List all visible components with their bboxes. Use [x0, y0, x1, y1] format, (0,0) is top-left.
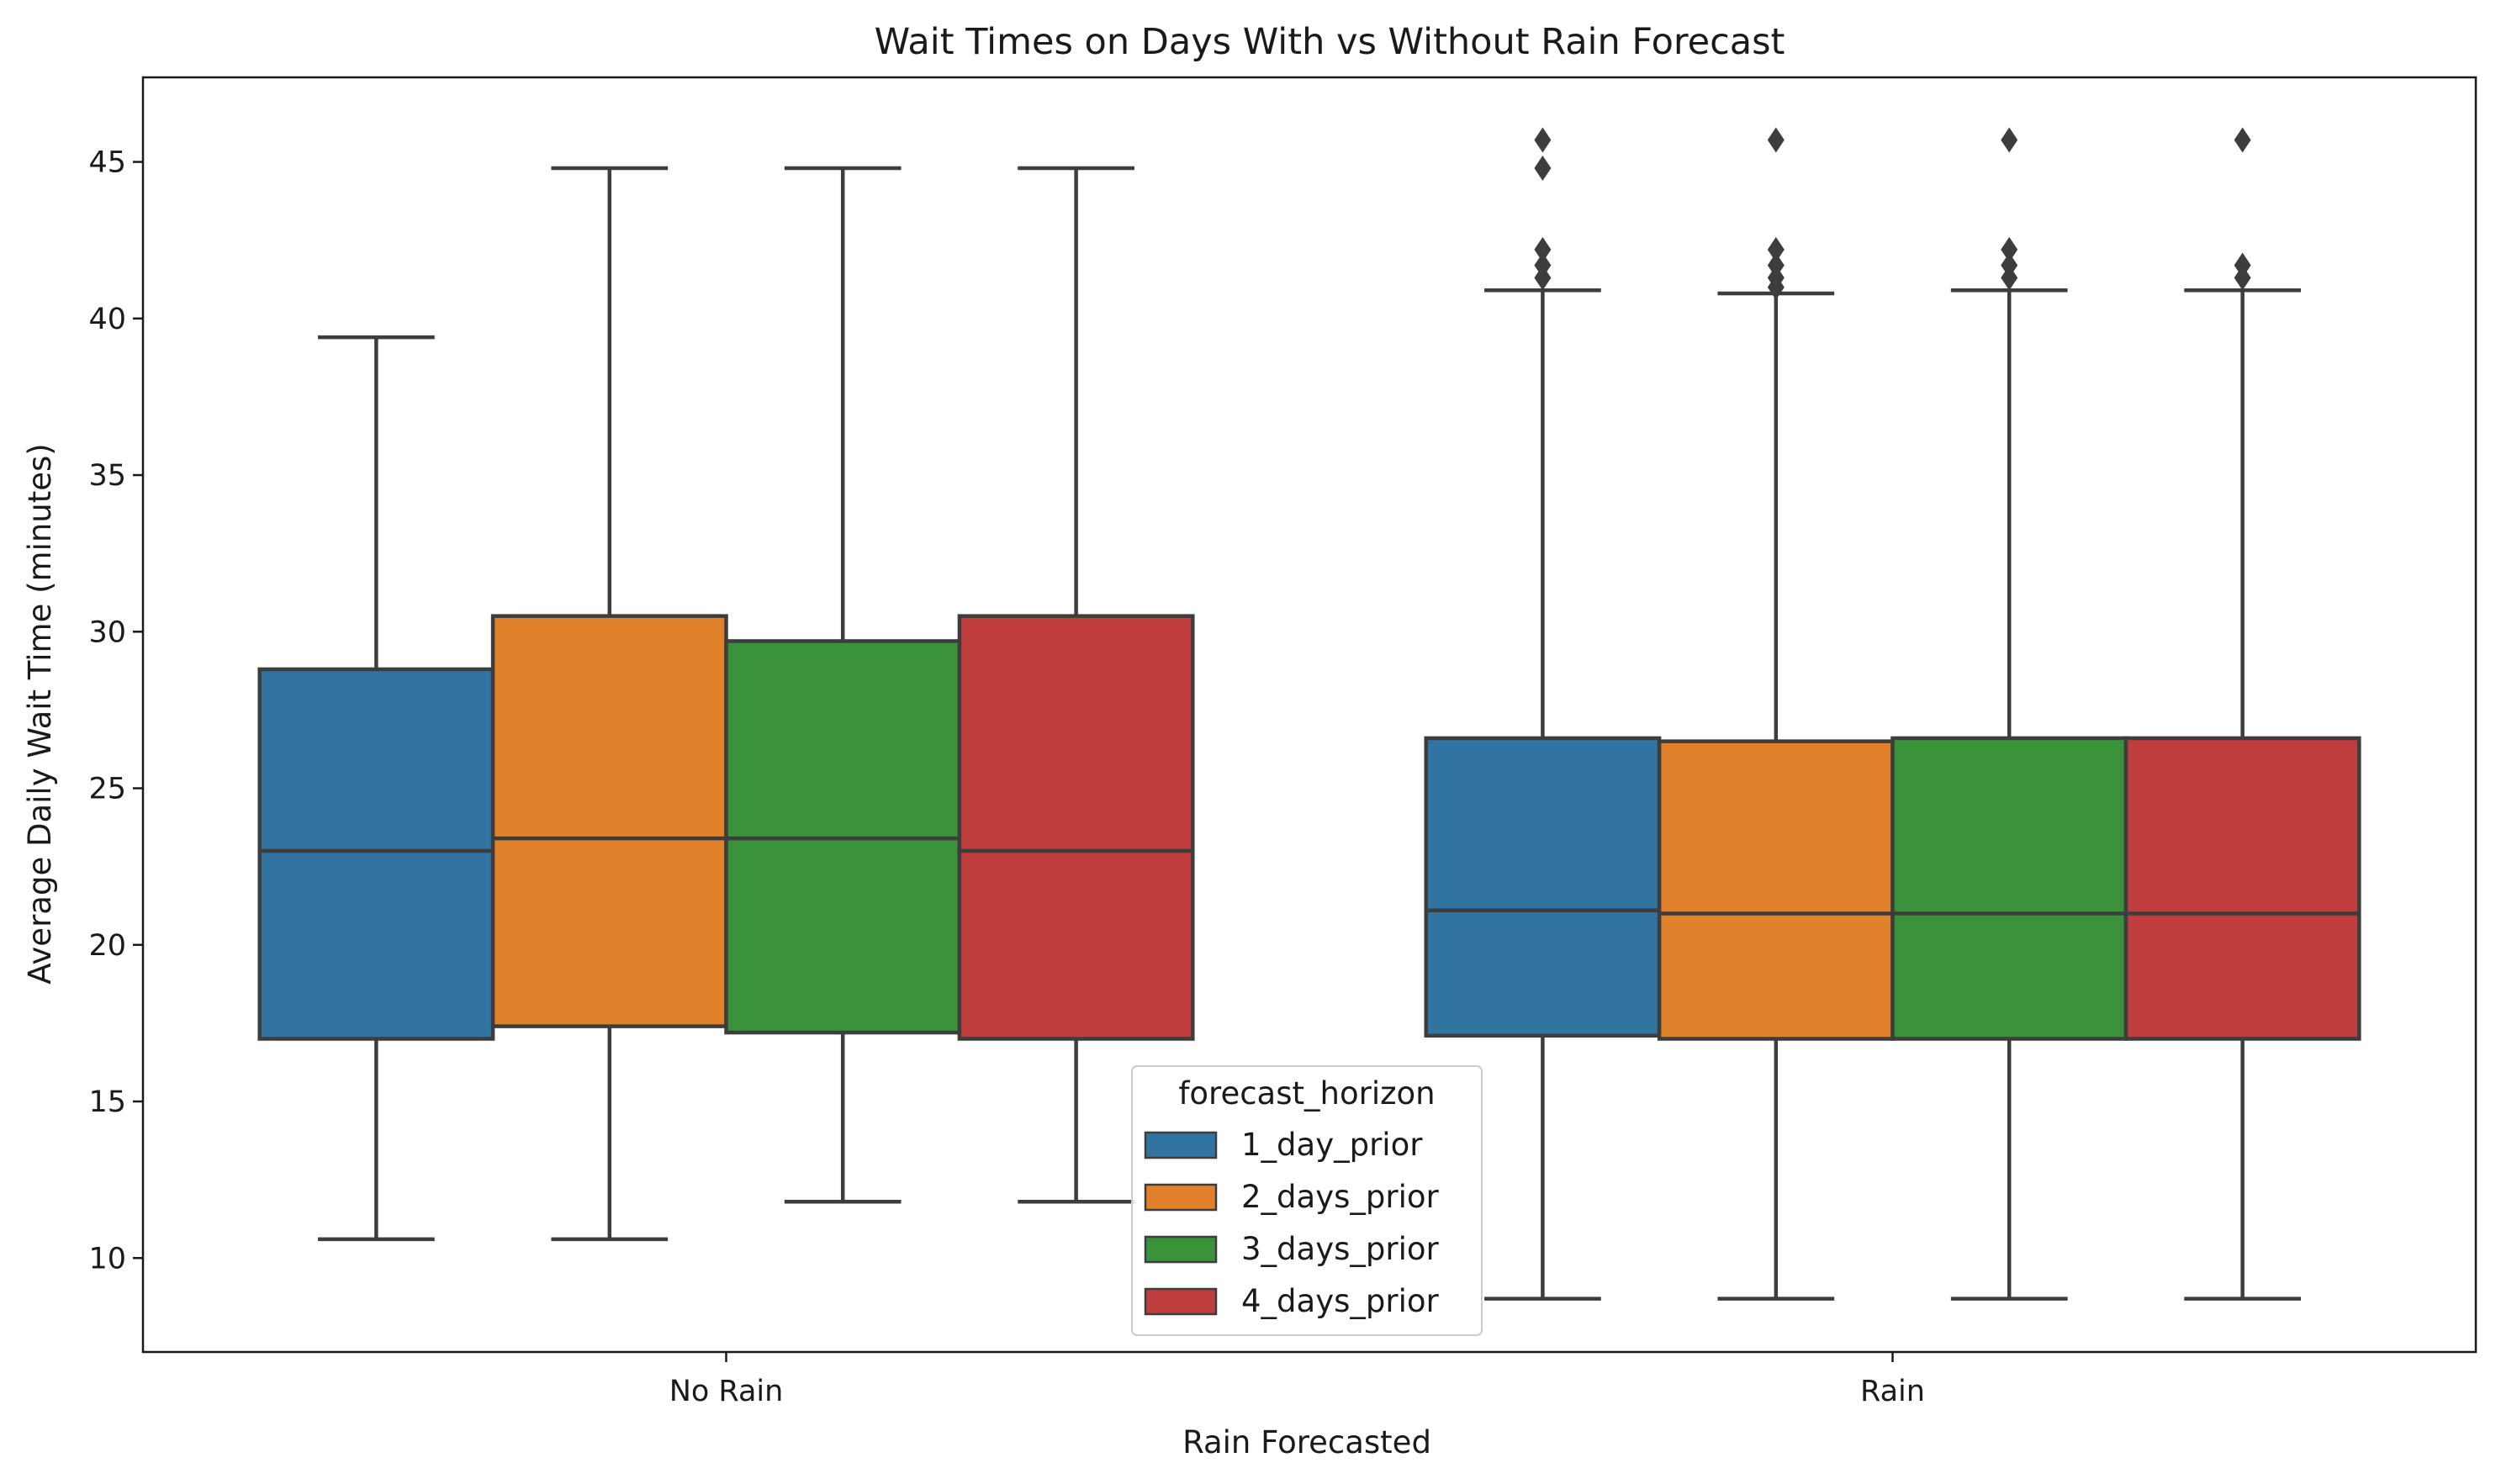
legend-items: 1_day_prior 2_days_prior 3_days_prior 4_day… [1144, 1127, 1439, 1319]
y-axis-label: Average Daily Wait Time (minutes) [22, 443, 58, 984]
y-tick-label: 35 [88, 459, 126, 493]
legend-swatch [1144, 1183, 1218, 1212]
y-axis-ticks: 10 15 20 25 30 35 40 45 [88, 146, 143, 1275]
x-axis-label: Rain Forecasted [1182, 1424, 1431, 1460]
y-tick-label: 30 [88, 615, 126, 649]
y-tick-label: 25 [88, 773, 126, 806]
legend-swatch [1144, 1287, 1218, 1316]
chart-title: Wait Times on Days With vs Without Rain … [875, 21, 1785, 63]
legend-swatch [1144, 1235, 1218, 1264]
box-iqr [1424, 736, 1662, 1038]
box-4_days_prior-0 [957, 166, 1195, 1204]
box-1_day_prior-1 [1424, 127, 1662, 1301]
box-iqr [957, 614, 1195, 1041]
y-tick-label: 15 [88, 1085, 126, 1119]
legend-label: 4_days_prior [1241, 1283, 1439, 1319]
y-tick-label: 45 [88, 146, 126, 180]
box-2_days_prior-0 [490, 166, 728, 1242]
legend: forecast_horizon 1_day_prior 2_days_prior… [1131, 1065, 1483, 1336]
legend-label: 3_days_prior [1241, 1231, 1439, 1267]
outlier-point [2234, 252, 2251, 278]
outlier-point [2001, 252, 2018, 278]
x-tick-label: No Rain [669, 1375, 784, 1408]
legend-swatch [1144, 1131, 1218, 1159]
y-tick-label: 40 [88, 303, 126, 336]
outlier-point [1534, 127, 1552, 153]
legend-label: 1_day_prior [1241, 1127, 1423, 1163]
outlier-point [2001, 127, 2018, 153]
legend-title: forecast_horizon [1178, 1075, 1435, 1112]
box-groups [257, 127, 2361, 1301]
y-tick-label: 10 [88, 1242, 126, 1275]
box-iqr [1891, 736, 2128, 1041]
box-iqr [257, 667, 495, 1041]
x-axis-ticks: No Rain Rain [669, 1352, 1925, 1408]
y-tick-label: 20 [88, 929, 126, 963]
outlier-point [1534, 236, 1552, 262]
plot-area-frame [141, 76, 2477, 1354]
box-iqr [490, 614, 728, 1028]
legend-frame [1131, 1065, 1483, 1336]
box-iqr [1657, 739, 1895, 1041]
outlier-point [1534, 156, 1552, 182]
outlier-point [1767, 252, 1785, 278]
box-4_days_prior-1 [2123, 127, 2361, 1301]
box-iqr [2123, 736, 2361, 1041]
legend-label: 2_days_prior [1241, 1179, 1439, 1215]
outlier-point [1767, 236, 1785, 262]
outlier-point [2234, 127, 2251, 153]
box-3_days_prior-1 [1891, 127, 2128, 1301]
box-2_days_prior-1 [1657, 127, 1895, 1301]
outlier-point [2001, 236, 2018, 262]
outlier-point [1767, 127, 1785, 153]
outlier-point [1534, 252, 1552, 278]
x-tick-label: Rain [1860, 1375, 1925, 1408]
